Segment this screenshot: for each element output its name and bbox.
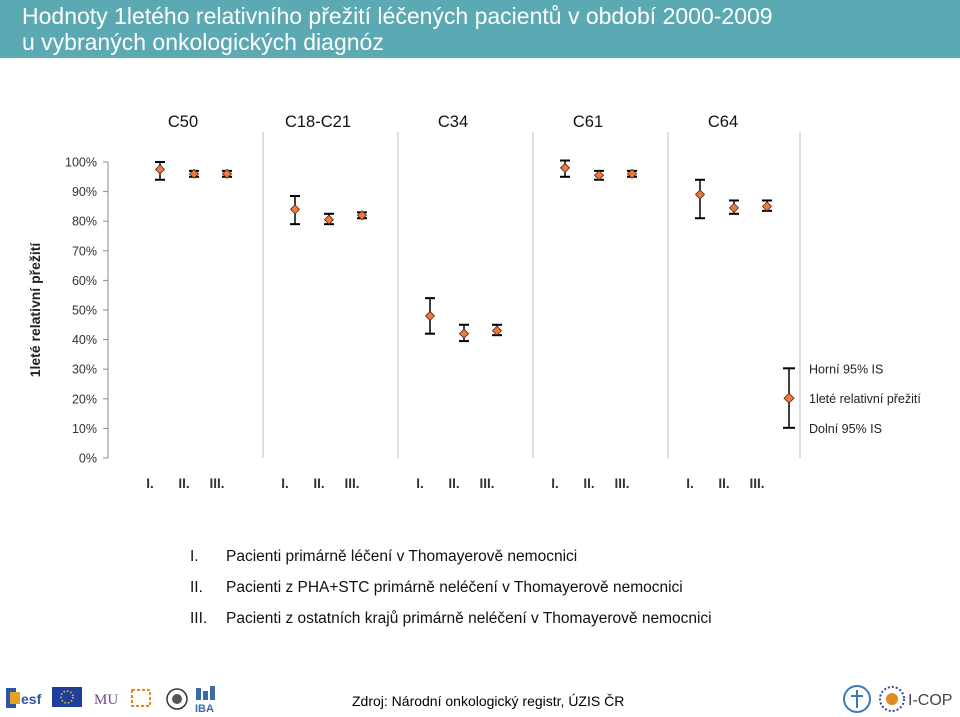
data-point-marker [289,204,301,215]
data-point-marker [458,328,470,339]
university-seal-logo [166,688,188,710]
y-tick-label: 20% [72,392,97,406]
group-description: Pacienti z ostatních krajů primárně nelé… [226,610,712,627]
group-title: C64 [708,113,738,131]
category-label: II. [313,476,324,491]
group-title: C50 [168,113,198,131]
data-point-marker [626,168,638,179]
category-label: III. [749,476,764,491]
data-point-marker [424,310,436,321]
group-number: I. [190,548,199,565]
category-label: I. [416,476,424,491]
category-label: II. [718,476,729,491]
category-label: III. [614,476,629,491]
data-point-marker [323,214,335,225]
title-line-1: Hodnoty 1letého relativního přežití léče… [22,3,773,29]
iba-logo: IBA [195,686,215,714]
esf-logo: esf [6,688,42,708]
legend-point-label: 1leté relativní přežití [809,392,921,406]
legend-marker [783,392,795,404]
uzis-logo [843,685,871,713]
group-number: III. [190,610,208,627]
eu-flag-logo [52,687,82,707]
y-tick-label: 90% [72,185,97,199]
group-number: II. [190,579,203,596]
category-label: I. [686,476,694,491]
legend-upper-label: Horní 95% IS [809,362,883,376]
data-point-marker [593,170,605,181]
ministry-logo-text: MU [94,692,118,708]
y-tick-label: 40% [72,333,97,347]
category-label: III. [344,476,359,491]
data-point-marker [491,325,503,336]
icop-logo: I-COP [879,686,952,712]
esf-logo-text: esf [21,691,42,707]
y-axis-title: 1leté relativní přežití [27,242,43,378]
y-tick-label: 70% [72,244,97,258]
data-point-marker [356,210,368,221]
y-tick-label: 10% [72,422,97,436]
group-description: Pacienti z PHA+STC primárně neléčení v T… [226,579,683,596]
y-tick-label: 30% [72,363,97,377]
survival-chart: 0% 10% 20% 30% 40% 50% 60% 70% 80% 90% 100% 1leté r… [27,113,921,491]
data-point-marker [154,164,166,175]
title-line-2: u vybraných onkologických diagnóz [22,29,384,55]
group-title: C34 [438,113,468,131]
category-label: II. [178,476,189,491]
data-point-marker [559,162,571,173]
y-tick-label: 100% [65,156,97,170]
y-tick-label: 0% [79,452,97,466]
category-label: I. [146,476,154,491]
icop-logo-text: I-COP [908,692,952,709]
data-point-marker [694,189,706,200]
data-point-marker [188,168,200,179]
y-tick-label: 80% [72,215,97,229]
category-label: I. [281,476,289,491]
group-title: C18-C21 [285,113,351,131]
category-label: II. [583,476,594,491]
data-point-marker [761,201,773,212]
data-point-marker [221,168,233,179]
legend-lower-label: Dolní 95% IS [809,422,882,436]
group-description: Pacienti primárně léčení v Thomayerově n… [226,548,578,565]
category-label: III. [479,476,494,491]
title-banner: Hodnoty 1letého relativního přežití léče… [0,0,960,58]
y-tick-label: 60% [72,274,97,288]
source-note: Zdroj: Národní onkologický registr, ÚZIS… [352,693,625,709]
category-label: III. [209,476,224,491]
y-tick-label: 50% [72,304,97,318]
data-point-marker [728,202,740,213]
ministry-logo: MU [94,692,118,708]
category-label: II. [448,476,459,491]
category-label: I. [551,476,559,491]
iba-logo-text: IBA [195,703,214,714]
group-title: C61 [573,113,603,131]
op-logo [131,689,151,707]
